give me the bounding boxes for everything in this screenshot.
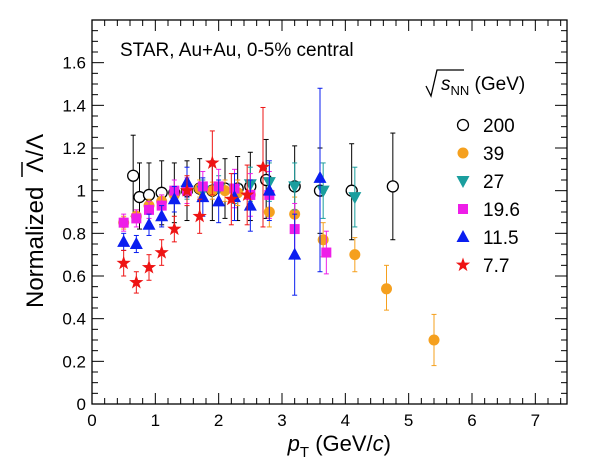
x-tick-label: 2 [214, 411, 223, 430]
x-axis-label-sub: T [300, 444, 309, 461]
data-point [288, 181, 302, 194]
data-point [179, 183, 195, 197]
legend-title: sNN (GeV) [425, 69, 525, 98]
legend-marker [456, 230, 470, 242]
y-tick-label: 0.2 [62, 352, 86, 371]
legend-marker [456, 118, 470, 132]
data-point [144, 204, 154, 215]
x-tick-label: 0 [87, 411, 96, 430]
x-ticks: 0 1 2 3 4 5 6 7 [87, 20, 562, 430]
data-point [212, 194, 226, 207]
y-tick-label: 0.6 [62, 267, 86, 286]
y-axis-label-tail: /Λ [22, 134, 49, 157]
data-point [167, 192, 181, 205]
legend-label: 200 [483, 116, 515, 137]
legend: sNN (GeV) 200 39 27 19.6 11.5 7.7 [425, 69, 525, 277]
series-200 [127, 132, 399, 241]
legend-entry: 19.6 [458, 200, 520, 221]
data-point [127, 169, 140, 182]
svg-text:NormalizedΛ/Λ: Normalized Λ/Λ [22, 134, 49, 308]
data-point [167, 221, 182, 236]
x-axis-label-italic: c [373, 431, 384, 456]
x-axis-label-close: ) [384, 431, 391, 456]
x-axis-label-rest: (GeV/ [309, 431, 373, 456]
data-point [129, 237, 143, 249]
x-tick-label: 1 [151, 411, 160, 430]
data-point [118, 217, 129, 228]
legend-entry: 39 [457, 144, 504, 165]
y-tick-label: 1 [77, 182, 86, 201]
data-point [288, 247, 302, 260]
data-point [117, 234, 131, 247]
data-point [255, 159, 271, 174]
data-point [321, 247, 332, 258]
data-point [142, 217, 156, 230]
y-tick-label: 0.4 [62, 310, 86, 329]
series-11-5 [117, 87, 327, 296]
data-point [313, 170, 327, 183]
legend-entry: 7.7 [455, 256, 509, 277]
data-point [155, 209, 169, 222]
legend-label: 39 [483, 144, 504, 165]
legend-title-unit: (GeV) [469, 74, 525, 95]
svg-text:sNN (GeV): sNN (GeV) [441, 74, 525, 98]
data-point [317, 234, 329, 246]
y-axis-label-main: Normalized [22, 187, 49, 308]
legend-title-s: s [441, 74, 451, 95]
sqrt-sign [425, 69, 464, 98]
data-point [386, 180, 399, 193]
legend-label: 7.7 [483, 256, 509, 277]
data-point [381, 283, 392, 295]
legend-marker [456, 176, 470, 188]
data-point [349, 249, 361, 261]
y-axis-label-barred: Λ [22, 157, 49, 173]
data-point [262, 183, 276, 196]
x-axis-label: pT (GeV/c) [287, 431, 391, 461]
series-7-7 [116, 106, 271, 294]
data-point [428, 334, 440, 346]
plot-frame [91, 19, 568, 405]
data-point [192, 208, 207, 223]
y-tick-label: 1.6 [62, 54, 86, 73]
x-tick-label: 7 [531, 411, 540, 430]
legend-entry: 27 [456, 172, 504, 193]
data-point [154, 245, 169, 259]
legend-marker [458, 204, 468, 214]
x-tick-label: 4 [341, 411, 350, 430]
data-point [116, 255, 131, 270]
legend-entry: 200 [456, 116, 515, 137]
y-tick-label: 0 [77, 395, 86, 414]
data-point [224, 191, 239, 206]
legend-marker [457, 147, 469, 159]
legend-marker [455, 257, 471, 272]
x-tick-label: 6 [467, 411, 476, 430]
y-axis-label: Normalized Λ/Λ [21, 134, 49, 308]
data-point [240, 187, 255, 201]
y-tick-label: 1.4 [62, 96, 86, 115]
data-point [348, 192, 362, 205]
legend-label: 11.5 [483, 228, 519, 249]
legend-title-sub: NN [451, 83, 470, 98]
data-point [141, 259, 157, 274]
y-tick-label: 1.2 [62, 139, 86, 158]
legend-entries: 200 39 27 19.6 11.5 7.7 [455, 116, 520, 277]
legend-label: 27 [483, 172, 504, 193]
data-series [116, 87, 440, 367]
annotation: STAR, Au+Au, 0-5% central [120, 40, 354, 61]
x-tick-label: 3 [277, 411, 286, 430]
data-point [205, 155, 220, 169]
x-tick-label: 5 [404, 411, 413, 430]
legend-label: 19.6 [483, 200, 520, 221]
data-point [131, 213, 142, 224]
data-point [129, 274, 144, 289]
x-axis-label-main: p [287, 431, 300, 456]
y-tick-label: 0.8 [62, 224, 86, 243]
y-ticks: 0 0.2 0.4 0.6 0.8 1 1.2 1.4 1.6 [62, 19, 567, 414]
legend-entry: 11.5 [456, 228, 519, 249]
